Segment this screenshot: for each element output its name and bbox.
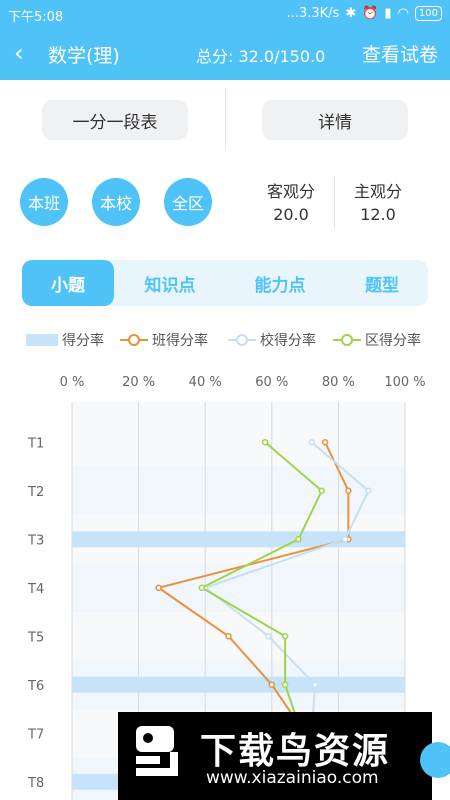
legend-district-rate[interactable]: 区得分率 — [333, 330, 421, 350]
category-label: T8 — [27, 776, 44, 791]
point-class-rate — [225, 633, 232, 640]
view-paper-button[interactable]: 查看试卷 — [361, 44, 438, 66]
point-class-rate — [268, 681, 276, 688]
subjective-score-value: 12.0 — [360, 205, 396, 224]
battery-icon: 100 — [414, 6, 442, 21]
tab-question-types[interactable]: 题型 — [365, 275, 399, 296]
status-bar: 下午5:08 ...3.3K/s ✱ ⏰ ▮ ◠ 100 — [0, 0, 450, 28]
alarm-icon: ⏰ — [362, 6, 379, 21]
x-tick-label: 100 % — [384, 375, 425, 390]
floating-action-button[interactable] — [420, 742, 450, 778]
point-class-rate — [155, 584, 162, 591]
objective-score-label: 客观分 — [266, 182, 315, 201]
point-district-rate — [295, 536, 302, 543]
category-label: T2 — [27, 485, 44, 500]
status-icons: ...3.3K/s ✱ ⏰ ▮ ◠ 100 — [287, 6, 442, 21]
point-school-rate — [265, 633, 272, 640]
status-time: 下午5:08 — [8, 10, 64, 25]
objective-score-value: 20.0 — [273, 205, 309, 224]
bar-score-rate — [72, 531, 405, 548]
watermark: 下载鸟资源 www.xiazainiao.com — [118, 712, 432, 800]
point-class-rate — [321, 439, 329, 446]
network-speed: ...3.3K/s — [286, 6, 340, 21]
x-tick-label: 40 % — [189, 375, 222, 390]
bluetooth-icon: ✱ — [345, 6, 357, 21]
watermark-title: 下载鸟资源 — [200, 731, 391, 772]
wifi-icon: ◠ — [397, 6, 409, 21]
scope-school-button[interactable]: 本校 — [92, 178, 140, 226]
page-title: 数学(理) — [48, 45, 120, 67]
scope-class-button[interactable]: 本班 — [20, 178, 68, 226]
bar-score-rate — [72, 676, 405, 693]
tab-knowledge-points[interactable]: 知识点 — [144, 275, 196, 296]
legend-line-swatch — [333, 334, 361, 346]
watermark-url: www.xiazainiao.com — [206, 768, 379, 788]
signal-icon: ▮ — [384, 6, 392, 21]
rank-table-button[interactable]: 一分一段表 — [42, 100, 188, 140]
category-label: T3 — [27, 533, 44, 548]
category-label: T7 — [27, 727, 44, 742]
point-school-rate — [365, 487, 372, 494]
x-tick-label: 20 % — [122, 375, 155, 390]
tab-questions[interactable]: 小题 — [22, 260, 114, 306]
category-label: T1 — [27, 436, 44, 451]
tab-bar: 小题 知识点 能力点 题型 — [22, 260, 428, 306]
row-band — [72, 563, 405, 612]
divider — [225, 88, 226, 150]
point-school-rate — [308, 439, 316, 446]
category-label: T4 — [27, 582, 44, 597]
app-bar: ‹ 数学(理) 总分: 32.0/150.0 查看试卷 — [0, 28, 450, 80]
divider — [334, 176, 335, 228]
x-tick-label: 0 % — [60, 375, 85, 390]
x-tick-label: 80 % — [322, 375, 355, 390]
legend-score-rate[interactable]: 得分率 — [26, 330, 104, 350]
point-school-rate — [311, 681, 319, 688]
legend-class-rate[interactable]: 班得分率 — [120, 330, 208, 350]
legend-line-swatch — [228, 334, 256, 346]
tab-ability-points[interactable]: 能力点 — [254, 275, 306, 296]
total-score: 总分: 32.0/150.0 — [196, 47, 326, 66]
legend-line-swatch — [120, 334, 148, 346]
point-district-rate — [281, 681, 289, 688]
point-district-rate — [261, 439, 269, 446]
x-tick-label: 60 % — [255, 375, 288, 390]
details-button[interactable]: 详情 — [262, 100, 408, 140]
category-label: T6 — [27, 679, 44, 694]
row-band — [72, 466, 405, 515]
point-district-rate — [318, 487, 325, 494]
point-class-rate — [345, 487, 352, 494]
scope-district-button[interactable]: 全区 — [164, 178, 212, 226]
point-district-rate — [198, 584, 206, 591]
legend-bar-swatch — [26, 334, 58, 346]
point-school-rate — [341, 536, 349, 543]
bird-logo-icon — [136, 726, 178, 776]
chart-legend: 得分率 班得分率 校得分率 区得分率 — [0, 330, 450, 350]
subjective-score-label: 主观分 — [353, 182, 402, 201]
point-district-rate — [281, 633, 289, 640]
category-label: T5 — [27, 630, 44, 645]
back-arrow-icon[interactable]: ‹ — [14, 39, 24, 67]
legend-school-rate[interactable]: 校得分率 — [228, 330, 316, 350]
